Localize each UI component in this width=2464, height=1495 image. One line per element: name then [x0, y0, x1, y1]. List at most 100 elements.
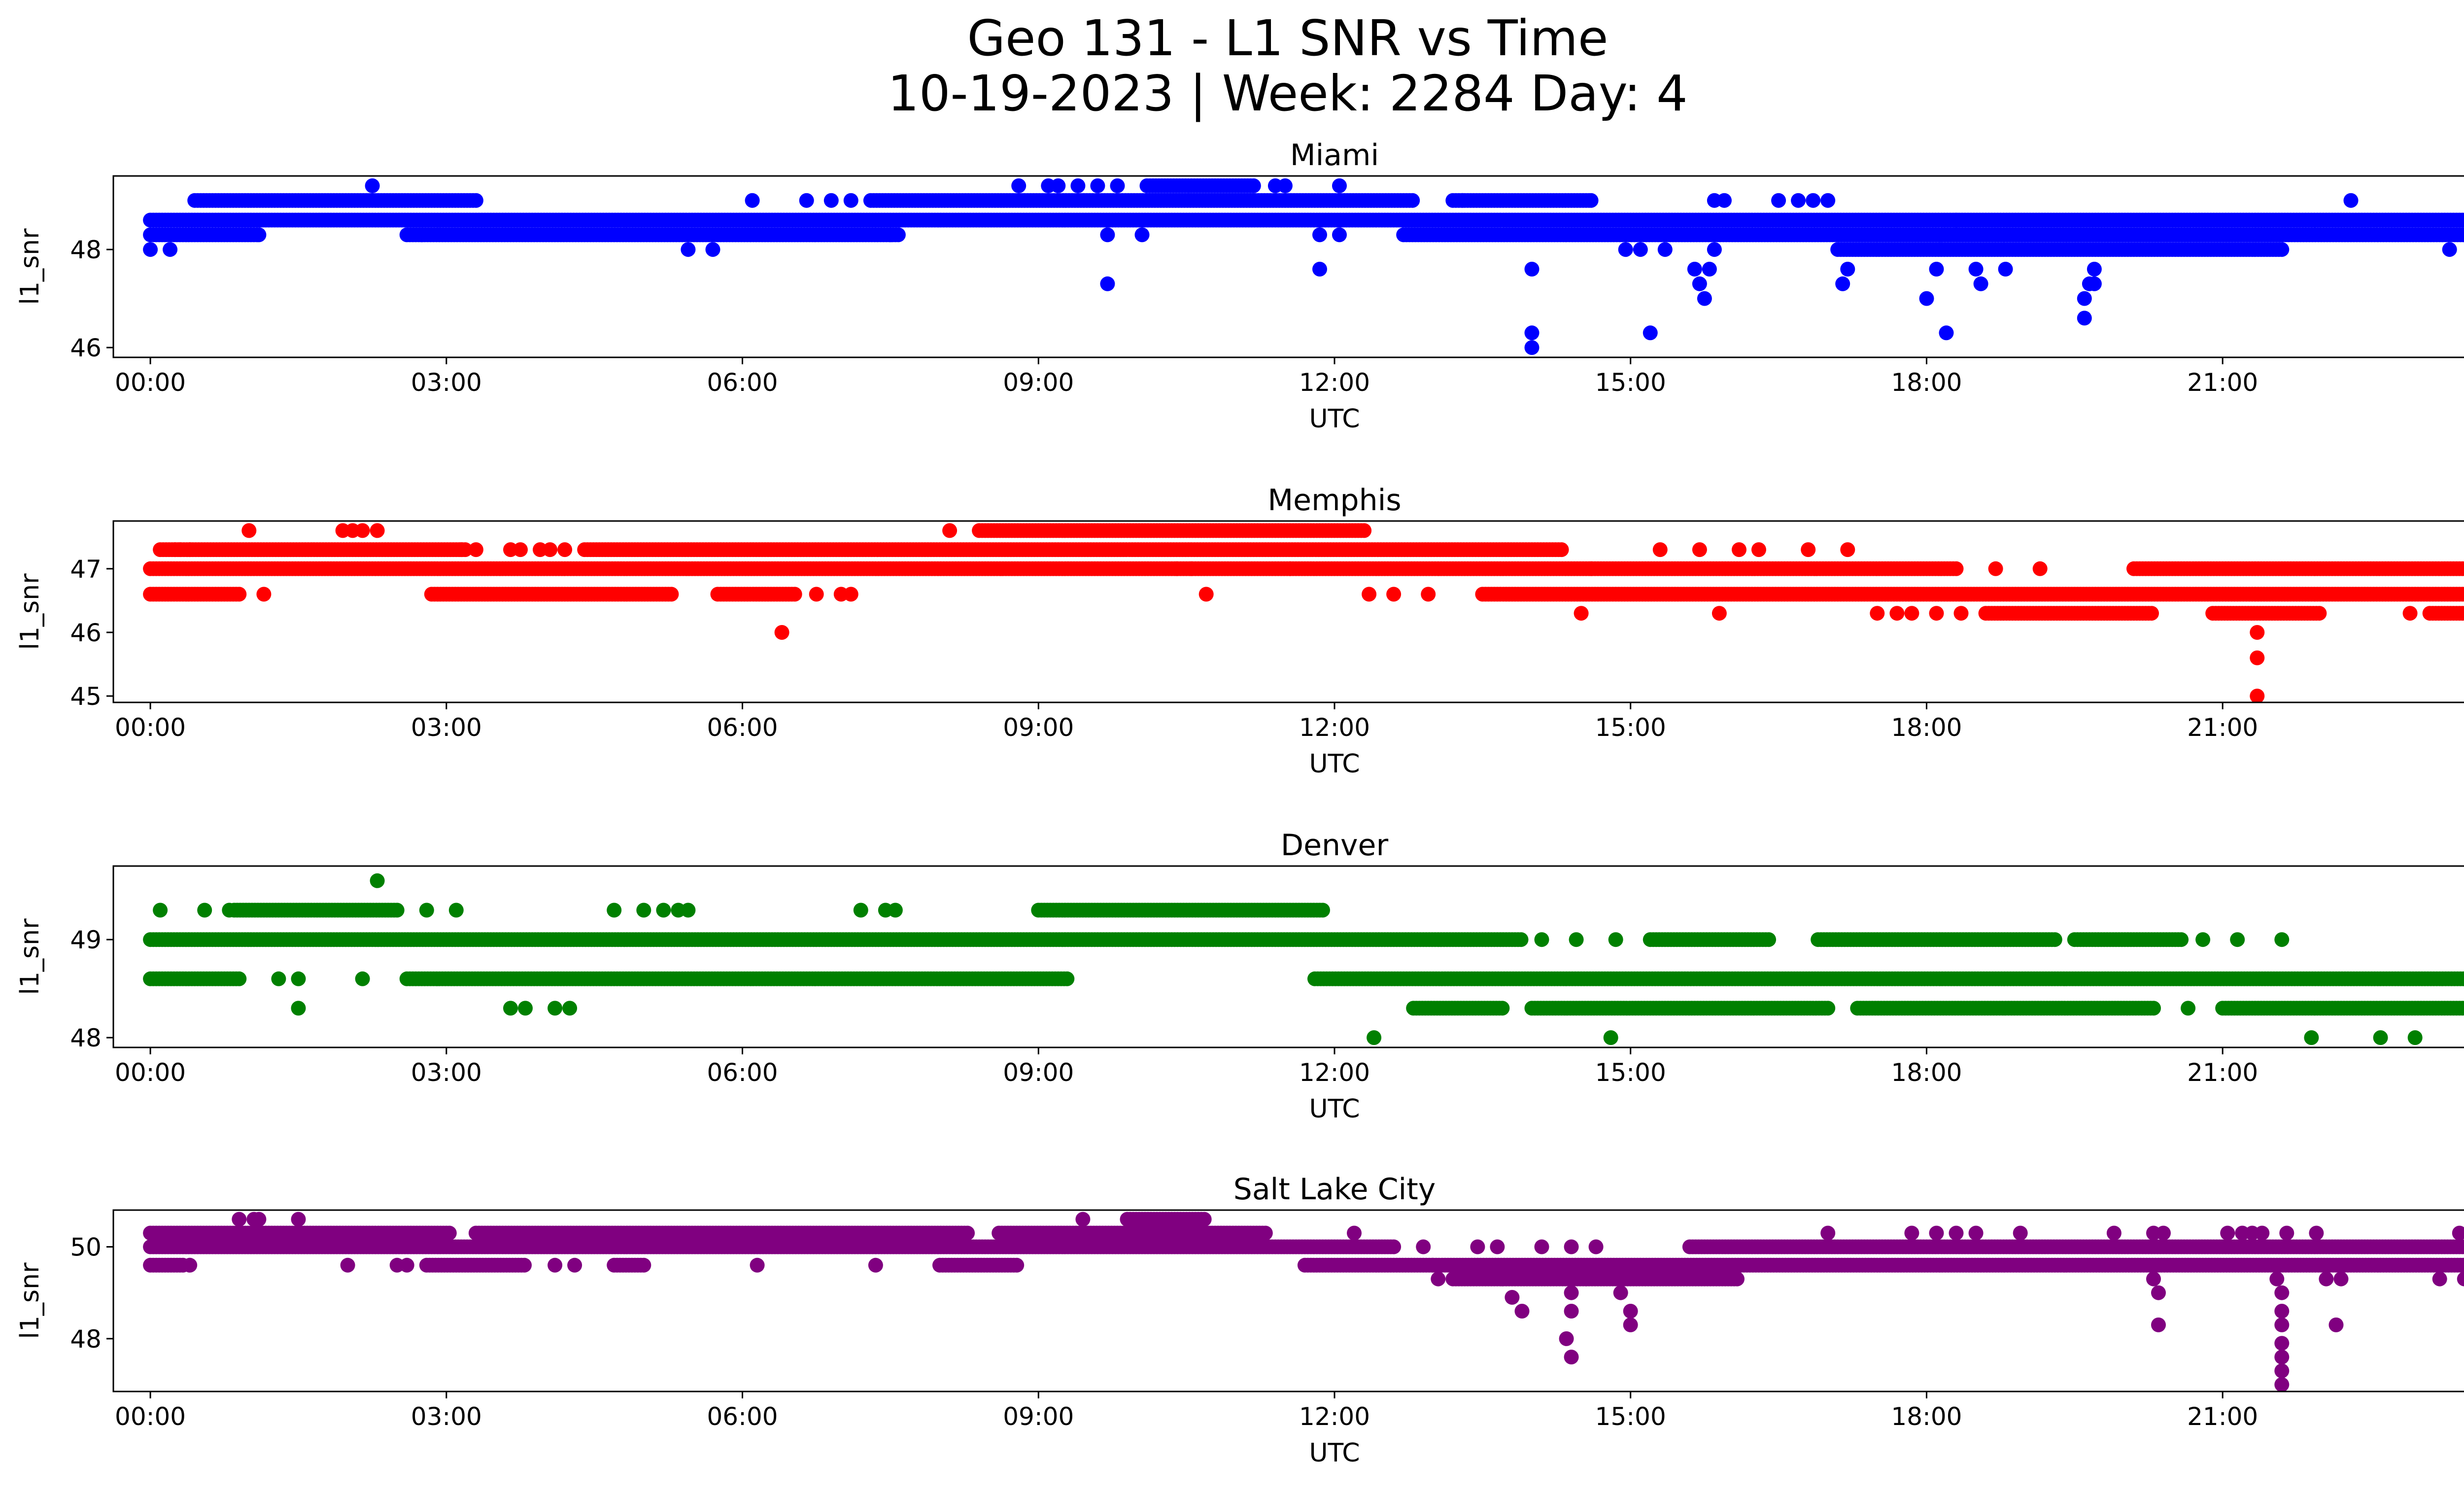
data-point	[843, 193, 858, 208]
data-point	[809, 587, 824, 602]
subplot-title: Miami	[1290, 138, 1379, 173]
data-point	[241, 523, 257, 538]
data-point	[2402, 606, 2418, 621]
x-tick-label: 03:00	[411, 368, 482, 397]
data-point	[251, 227, 267, 243]
data-point	[1618, 242, 1633, 257]
data-point	[942, 523, 958, 538]
data-point	[745, 193, 760, 208]
x-tick-label: 09:00	[1003, 713, 1074, 742]
data-point	[1835, 276, 1850, 291]
data-point	[1554, 542, 1569, 557]
data-point	[1357, 523, 1372, 538]
data-point	[365, 178, 380, 193]
data-point	[1246, 178, 1261, 193]
data-point	[2032, 561, 2048, 576]
data-point	[1011, 178, 1027, 193]
data-point	[1973, 276, 1988, 291]
data-point	[1513, 932, 1529, 947]
data-point	[1070, 178, 1086, 193]
data-point	[163, 242, 178, 257]
figure-title: Geo 131 - L1 SNR vs Time	[967, 9, 1608, 67]
data-point	[787, 587, 802, 602]
data-point	[2343, 193, 2359, 208]
data-point	[2077, 291, 2092, 306]
data-point	[414, 227, 429, 243]
data-point	[1134, 227, 1150, 243]
subplot-title: Memphis	[1267, 483, 1401, 518]
data-point	[2442, 242, 2457, 257]
data-point	[1060, 971, 1075, 986]
data-point	[1169, 561, 1184, 576]
data-point	[1771, 193, 1786, 208]
data-point	[1840, 542, 1855, 557]
x-tick-label: 21:00	[2187, 368, 2258, 397]
data-point	[1110, 178, 1125, 193]
x-tick-label: 00:00	[115, 368, 186, 397]
data-point	[1717, 193, 1732, 208]
data-point	[705, 242, 720, 257]
data-point	[1949, 212, 1964, 228]
data-point	[232, 971, 247, 986]
y-axis-label: l1_snr	[15, 228, 45, 305]
data-point	[2174, 932, 2189, 947]
x-tick-label: 09:00	[1003, 368, 1074, 397]
y-tick-label: 46	[70, 334, 102, 362]
data-point	[1100, 227, 1115, 243]
x-axis-label: UTC	[1309, 404, 1360, 434]
y-tick-label: 45	[70, 682, 102, 711]
data-point	[1711, 606, 1727, 621]
data-point	[1524, 262, 1540, 277]
data-point	[557, 542, 573, 557]
data-point	[1687, 262, 1702, 277]
data-point	[1988, 561, 2003, 576]
x-tick-label: 15:00	[1595, 713, 1666, 742]
data-point	[883, 227, 898, 243]
x-tick-label: 03:00	[411, 713, 482, 742]
data-point	[1277, 178, 1293, 193]
data-points	[143, 523, 2464, 702]
data-point	[799, 193, 814, 208]
data-point	[2462, 229, 2464, 240]
data-point	[1051, 178, 1066, 193]
data-point	[1870, 606, 1885, 621]
data-point	[843, 587, 858, 602]
data-point	[1968, 262, 1984, 277]
data-point	[2312, 606, 2327, 621]
data-point	[2087, 276, 2102, 291]
data-point	[232, 587, 247, 602]
data-point	[543, 542, 558, 557]
data-point	[1405, 193, 1420, 208]
x-tick-label: 18:00	[1891, 713, 1962, 742]
data-points	[143, 873, 2464, 1045]
data-point	[1692, 276, 1707, 291]
data-point	[1806, 193, 1821, 208]
data-point	[1332, 227, 1347, 243]
data-point	[2459, 228, 2464, 242]
data-point	[1702, 262, 1717, 277]
data-point	[256, 587, 272, 602]
data-point	[1198, 587, 1214, 602]
y-tick-label: 48	[70, 236, 102, 264]
data-point	[1751, 542, 1766, 557]
data-point	[1761, 932, 1777, 947]
data-point	[355, 523, 370, 538]
x-tick-label: 12:00	[1299, 368, 1370, 397]
x-tick-label: 06:00	[707, 713, 778, 742]
data-point	[1643, 325, 1658, 341]
data-point	[1583, 193, 1599, 208]
data-point	[1692, 542, 1707, 557]
data-point	[1524, 325, 1540, 341]
data-point	[823, 193, 839, 208]
data-point	[1421, 587, 1436, 602]
data-point	[2077, 311, 2092, 326]
data-point	[1840, 262, 1855, 277]
data-points	[143, 178, 2464, 355]
data-point	[2461, 562, 2464, 575]
data-point	[1801, 542, 1816, 557]
data-point	[2144, 606, 2159, 621]
data-point	[1697, 291, 1712, 306]
